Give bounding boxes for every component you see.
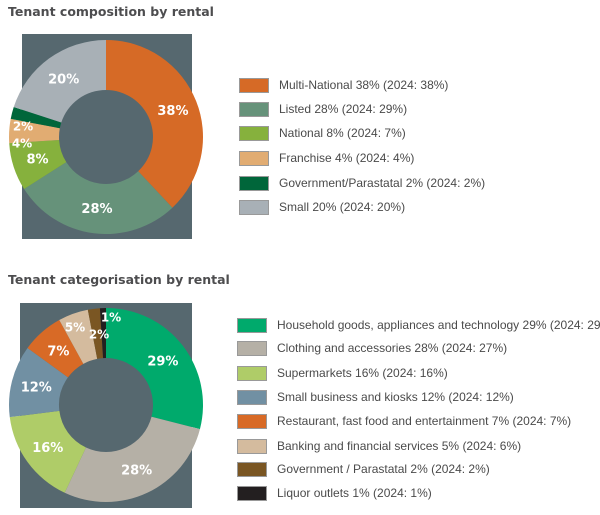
donut-slice	[24, 162, 173, 235]
legend-item: Government / Parastatal 2% (2024: 2%)	[237, 461, 490, 477]
donut-slice	[9, 118, 60, 144]
legend-item: Banking and financial services 5% (2024:…	[237, 438, 521, 454]
data-label: 28%	[121, 464, 152, 479]
legend-swatch	[239, 150, 269, 166]
legend-item: Clothing and accessories 28% (2024: 27%)	[237, 340, 507, 356]
data-label: 1%	[101, 311, 121, 325]
legend-label: Household goods, appliances and technolo…	[277, 318, 600, 332]
legend-item: Household goods, appliances and technolo…	[237, 317, 600, 333]
donut-slice	[8, 347, 68, 418]
legend-label: Multi-National 38% (2024: 38%)	[279, 78, 449, 92]
donut-chart-composition: 38% 28% 8% 4% 2% 20%	[9, 40, 203, 235]
donut-slice	[59, 309, 98, 364]
legend-label: Small business and kiosks 12% (2024: 12%…	[277, 390, 514, 404]
legend-label: Restaurant, fast food and entertainment …	[277, 414, 572, 428]
legend-swatch	[237, 340, 267, 356]
data-label: 38%	[157, 104, 188, 119]
data-label: 5%	[65, 321, 85, 335]
chart-title-categorisation: Tenant categorisation by rental	[8, 272, 230, 287]
data-label: 2%	[89, 328, 109, 342]
data-label: 4%	[12, 137, 32, 151]
legend-swatch	[237, 461, 267, 477]
legend-swatch	[239, 125, 269, 141]
legend-item: Liquor outlets 1% (2024: 1%)	[237, 485, 432, 501]
data-label: 29%	[147, 354, 178, 369]
legend-swatch	[237, 485, 267, 501]
legend-item: Supermarkets 16% (2024: 16%)	[237, 365, 448, 381]
donut-slice	[9, 139, 67, 189]
donut-chart-categorisation: 29% 28% 16% 12% 7% 5% 2% 1%	[8, 308, 203, 502]
donut-slice	[99, 308, 106, 359]
legend-item: Small business and kiosks 12% (2024: 12%…	[237, 389, 514, 405]
legend-label: Supermarkets 16% (2024: 16%)	[277, 366, 448, 380]
legend-swatch	[237, 413, 267, 429]
legend-label: Clothing and accessories 28% (2024: 27%)	[277, 341, 508, 355]
legend-label: Government/Parastatal 2% (2024: 2%)	[279, 176, 486, 190]
legend-item: Listed 28% (2024: 29%)	[239, 101, 407, 117]
legend-item: Restaurant, fast food and entertainment …	[237, 413, 571, 429]
data-label: 2%	[13, 120, 33, 134]
donut-slice	[10, 107, 62, 129]
legend-swatch	[239, 77, 269, 93]
legend-swatch	[237, 365, 267, 381]
legend-item: Government/Parastatal 2% (2024: 2%)	[239, 175, 485, 191]
donut-slice	[106, 308, 203, 430]
donut-slice	[27, 319, 84, 378]
legend-item: Franchise 4% (2024: 4%)	[239, 150, 414, 166]
donut-slice	[13, 40, 106, 123]
chart-title-composition: Tenant composition by rental	[8, 4, 214, 19]
legend-swatch	[239, 101, 269, 117]
donut-slice	[64, 416, 200, 502]
data-label: 20%	[48, 72, 79, 87]
legend-swatch	[237, 389, 267, 405]
data-label: 16%	[32, 441, 63, 456]
legend-swatch	[237, 317, 267, 333]
donut-slice	[87, 308, 104, 359]
data-label: 8%	[26, 153, 48, 168]
data-label: 28%	[81, 202, 112, 217]
data-label: 12%	[21, 381, 52, 396]
legend-label: Government / Parastatal 2% (2024: 2%)	[277, 462, 490, 476]
legend-item: Small 20% (2024: 20%)	[239, 199, 405, 215]
data-label: 7%	[47, 344, 69, 359]
legend-swatch	[239, 199, 269, 215]
legend-label: Listed 28% (2024: 29%)	[279, 102, 408, 116]
legend-label: Franchise 4% (2024: 4%)	[279, 151, 415, 165]
legend-item: Multi-National 38% (2024: 38%)	[239, 77, 448, 93]
legend-item: National 8% (2024: 7%)	[239, 125, 406, 141]
legend-label: Liquor outlets 1% (2024: 1%)	[277, 486, 432, 500]
legend-swatch	[239, 175, 269, 191]
legend-label: Small 20% (2024: 20%)	[279, 200, 406, 214]
legend-label: National 8% (2024: 7%)	[279, 126, 406, 140]
donut-slice	[106, 40, 203, 208]
donut-slice	[9, 410, 86, 493]
legend-swatch	[237, 438, 267, 454]
legend-label: Banking and financial services 5% (2024:…	[277, 439, 522, 453]
